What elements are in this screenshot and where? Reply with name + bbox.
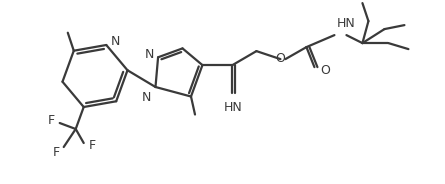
Text: HN: HN: [336, 17, 355, 30]
Text: HN: HN: [224, 101, 243, 114]
Text: O: O: [275, 52, 285, 65]
Text: F: F: [53, 146, 60, 158]
Text: N: N: [142, 91, 151, 104]
Text: F: F: [48, 114, 55, 127]
Text: N: N: [110, 36, 120, 49]
Text: N: N: [145, 48, 154, 61]
Text: O: O: [320, 64, 330, 77]
Text: F: F: [89, 139, 96, 151]
